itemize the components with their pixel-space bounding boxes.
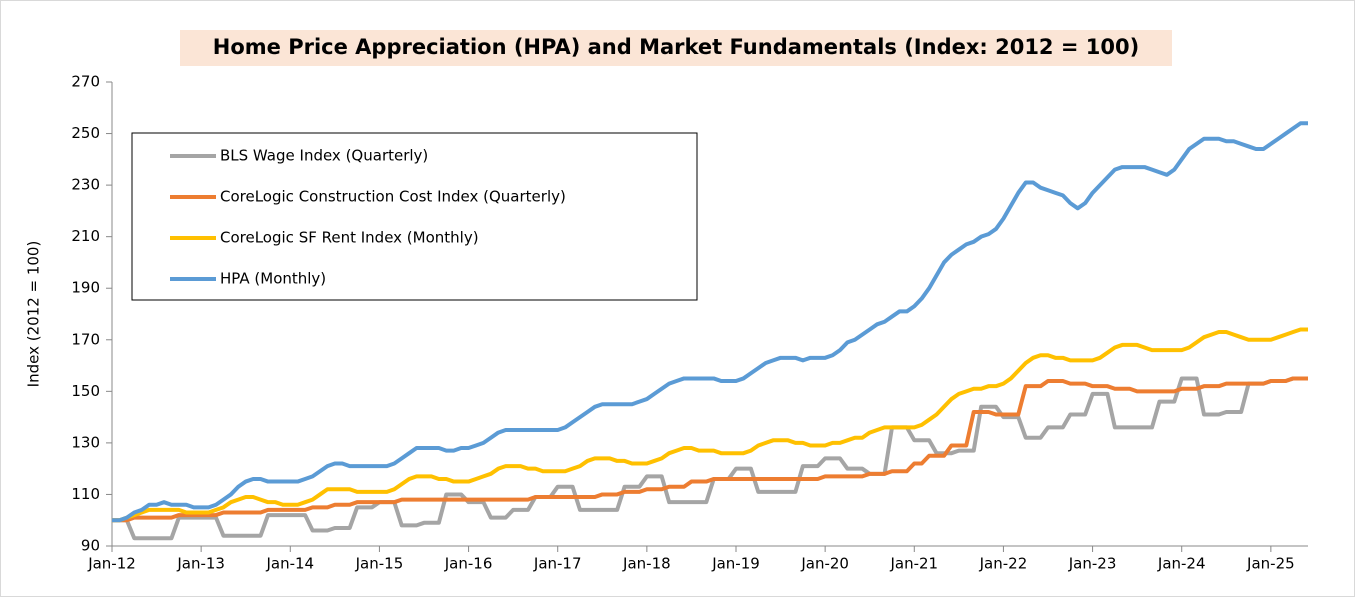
title-background — [180, 30, 1172, 66]
legend-label: BLS Wage Index (Quarterly) — [220, 147, 428, 165]
x-tick-label: Jan-18 — [622, 555, 671, 573]
y-tick-label: 270 — [71, 73, 100, 91]
x-tick-label: Jan-13 — [176, 555, 225, 573]
x-tick-label: Jan-22 — [979, 555, 1028, 573]
chart-title: Home Price Appreciation (HPA) and Market… — [213, 35, 1139, 59]
y-tick-label: 210 — [71, 227, 100, 245]
x-tick-label: Jan-15 — [355, 555, 404, 573]
x-tick-label: Jan-14 — [265, 555, 314, 573]
x-tick-label: Jan-25 — [1246, 555, 1295, 573]
legend-label: CoreLogic Construction Cost Index (Quart… — [220, 188, 566, 206]
series-line — [112, 327, 1308, 523]
x-tick-label: Jan-23 — [1068, 555, 1117, 573]
legend-label: CoreLogic SF Rent Index (Monthly) — [220, 229, 479, 247]
y-tick-label: 250 — [71, 124, 100, 142]
x-tick-label: Jan-24 — [1157, 555, 1206, 573]
series-line — [112, 376, 1308, 541]
y-tick-label: 230 — [71, 176, 100, 194]
x-tick-label: Jan-21 — [889, 555, 938, 573]
legend-label: HPA (Monthly) — [220, 270, 326, 288]
legend-box — [131, 132, 698, 301]
series-line — [112, 121, 1308, 523]
y-axis-label: Index (2012 = 100) — [25, 241, 43, 388]
series-line — [112, 376, 1308, 523]
x-tick-label: Jan-16 — [444, 555, 493, 573]
x-tick-label: Jan-12 — [87, 555, 136, 573]
y-tick-label: 130 — [71, 433, 100, 451]
y-tick-label: 90 — [81, 537, 100, 555]
x-tick-label: Jan-19 — [711, 555, 760, 573]
x-tick-label: Jan-17 — [533, 555, 582, 573]
y-tick-label: 190 — [71, 279, 100, 297]
x-tick-label: Jan-20 — [800, 555, 849, 573]
y-tick-label: 170 — [71, 330, 100, 348]
y-tick-label: 150 — [71, 382, 100, 400]
y-tick-label: 110 — [71, 485, 100, 503]
